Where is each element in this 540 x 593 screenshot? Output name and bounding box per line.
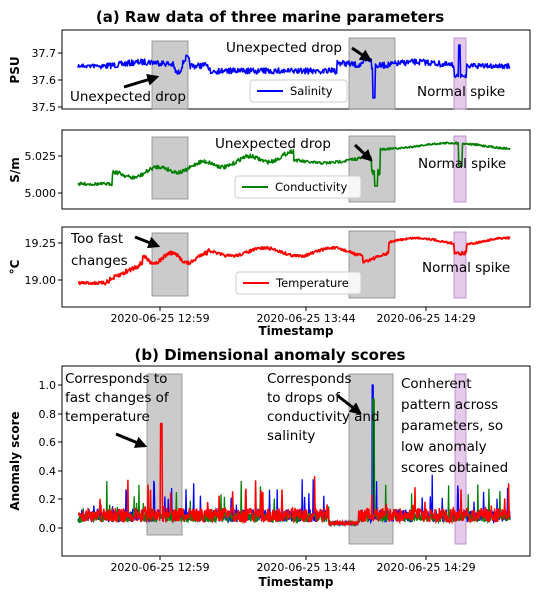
arrow <box>123 74 160 89</box>
ytick-label: 19.25 <box>25 237 57 250</box>
xtick-label: 2020-06-25 14:29 <box>376 561 475 574</box>
annotation-text: Conherent <box>401 376 472 392</box>
ytick-label: 5.025 <box>25 150 57 163</box>
ytick-label: 37.7 <box>32 47 57 60</box>
annotation-text: changes <box>71 253 128 269</box>
annotation-text: Normal spike <box>417 84 505 100</box>
annotation-block-coherent: Conherent pattern across parameters, so … <box>401 376 508 476</box>
annotation-block-drops: Corresponds to drops of conductivity and… <box>267 371 380 444</box>
annotation-text: Unexpected drop <box>215 136 331 152</box>
annotation-text: fast changes of <box>65 390 170 406</box>
yticks-panel-a3 <box>58 242 62 281</box>
ytick-label: 0.6 <box>39 436 57 449</box>
annotation-text: Unexpected drop <box>226 40 342 56</box>
ytick-label: 1.0 <box>39 379 57 392</box>
annotation-text: Normal spike <box>422 260 510 276</box>
yticks-panel-a1 <box>58 52 62 108</box>
xtick-label: 2020-06-25 12:59 <box>110 312 209 325</box>
annotation-text: pattern across <box>401 397 498 413</box>
annotation-block-temperature: Corresponds to fast changes of temperatu… <box>65 371 170 425</box>
ytick-label: 0.2 <box>39 493 57 506</box>
legend-label: Temperature <box>275 276 349 290</box>
highlight-a3-1 <box>151 232 189 297</box>
panel-a2-lines <box>77 141 511 187</box>
ytick-label: 37.6 <box>32 74 57 87</box>
xtick-label: 2020-06-25 13:44 <box>256 312 355 325</box>
panel-a1-lines <box>77 44 511 99</box>
panel-a1-frame <box>61 29 531 110</box>
annotation-text: temperature <box>65 409 150 425</box>
title-panel-a: (a) Raw data of three marine parameters <box>96 8 444 26</box>
series-line-score-temperature <box>77 422 511 528</box>
xlabel-panel-b: Timestamp <box>258 575 333 589</box>
ytick-label: 5.000 <box>25 187 57 200</box>
annotation-text: scores obtained <box>401 460 508 476</box>
annotation-text: low anomaly <box>401 439 487 455</box>
annotation-text: Unexpected drop <box>70 89 186 105</box>
highlight-a3-3 <box>453 231 467 299</box>
panel-b-frame <box>61 365 531 557</box>
ylabel-panel-a2: S/m <box>8 157 22 183</box>
annotation-text: Corresponds <box>267 371 352 387</box>
ylabel-panel-b: Anomaly score <box>8 411 22 510</box>
panel-a3-lines <box>77 236 511 286</box>
series-line-conductivity <box>77 141 511 187</box>
xlabel-panel-a: Timestamp <box>258 324 333 338</box>
annotation-text: salinity <box>267 428 315 444</box>
arrow <box>353 143 373 162</box>
annotation-arrows <box>115 46 373 448</box>
xticks-panel-b <box>159 556 427 560</box>
arrow <box>337 394 362 415</box>
arrow <box>115 432 148 448</box>
panel-a2-frame <box>61 129 531 210</box>
legend-conductivity: Conductivity <box>234 175 362 199</box>
ytick-label: 0.0 <box>39 522 57 535</box>
legend-salinity: Salinity <box>249 79 348 103</box>
arrow <box>134 235 161 249</box>
ylabel-panel-a3: °C <box>8 259 22 274</box>
xtick-label: 2020-06-25 12:59 <box>110 561 209 574</box>
series-line-salinity <box>77 44 511 99</box>
ytick-label: 0.4 <box>39 465 57 478</box>
highlight-b-3 <box>454 373 467 545</box>
ytick-label: 0.8 <box>39 408 57 421</box>
title-panel-b: (b) Dimensional anomaly scores <box>135 346 406 364</box>
legend-label: Conductivity <box>275 180 347 194</box>
arrow <box>351 46 372 62</box>
ytick-label: 19.00 <box>25 274 57 287</box>
xticks-panel-a3 <box>159 307 427 311</box>
ytick-label: 37.5 <box>32 101 57 114</box>
panel-a3-frame <box>61 226 531 308</box>
xtick-label: 2020-06-25 13:44 <box>256 561 355 574</box>
annotation-text: Corresponds to <box>65 371 167 387</box>
annotation-text: conductivity and <box>267 409 380 425</box>
xtick-label: 2020-06-25 14:29 <box>376 312 475 325</box>
yticks-panel-b <box>58 384 62 529</box>
series-line-temperature <box>77 236 511 286</box>
legend-label: Salinity <box>290 84 333 98</box>
ylabel-panel-a1: PSU <box>8 56 22 83</box>
annotation-text: Too fast <box>70 231 123 247</box>
panel-b-lines <box>77 384 511 528</box>
annotation-text: to drops of <box>267 390 341 406</box>
annotation-text: parameters, so <box>401 418 503 434</box>
yticks-panel-a2 <box>58 155 62 194</box>
legend-temperature: Temperature <box>235 271 362 295</box>
annotation-text: Normal spike <box>418 156 506 172</box>
